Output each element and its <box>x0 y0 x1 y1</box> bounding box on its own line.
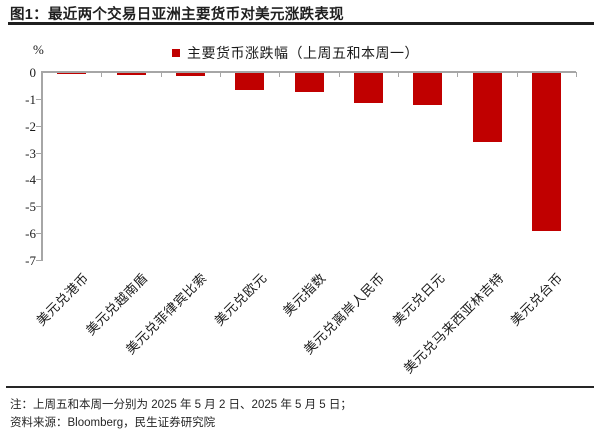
x-tickmark <box>576 72 577 77</box>
y-tick-label: -3 <box>25 145 36 161</box>
y-axis-unit-label: % <box>33 42 44 57</box>
y-tickmark <box>36 233 42 235</box>
y-tick-label: -6 <box>25 226 36 242</box>
y-tick-label: -4 <box>25 172 36 188</box>
figure-title: 图1：最近两个交易日亚洲主要货币对美元涨跌表现 <box>10 7 344 23</box>
x-tickmark <box>457 72 459 77</box>
title-underline <box>8 22 594 25</box>
bar-8 <box>531 72 561 231</box>
x-tickmark <box>338 72 340 77</box>
x-category-label: 美元兑台币 <box>507 270 567 329</box>
bar-1 <box>116 72 146 76</box>
x-category-label: 美元兑日元 <box>389 270 448 329</box>
x-tickmark <box>101 72 103 77</box>
y-tickmark <box>36 260 42 261</box>
x-tickmark <box>516 72 518 77</box>
y-tickmark <box>36 152 42 154</box>
footnote: 注：上周五和本周一分别为 2025 年 5 月 2 日、2025 年 5 月 5… <box>10 399 352 411</box>
y-tick-label: -1 <box>25 91 36 107</box>
bar-5 <box>353 72 383 104</box>
bar-0 <box>57 72 87 75</box>
bar-2 <box>175 72 205 77</box>
x-category-label: 美元兑港币 <box>33 270 92 329</box>
footer-divider <box>6 386 594 388</box>
x-tickmark <box>160 72 162 77</box>
chart-legend: 主要货币涨跌幅（上周五和本周一） <box>172 43 419 63</box>
bar-4 <box>294 72 324 93</box>
bar-6 <box>413 72 443 106</box>
y-tick-label: -2 <box>25 118 36 134</box>
legend-label: 主要货币涨跌幅（上周五和本周一） <box>187 47 419 62</box>
x-category-label: 美元兑马来西亚林吉特 <box>400 270 507 377</box>
bar-7 <box>472 72 502 142</box>
y-tickmark <box>36 98 42 100</box>
y-tick-label: -5 <box>25 199 36 215</box>
y-tickmark <box>36 179 42 181</box>
x-tickmark <box>398 72 399 77</box>
x-category-label: 美元指数 <box>279 270 329 319</box>
y-tickmark <box>36 206 42 208</box>
y-tick-label: -7 <box>25 253 36 268</box>
source-note: 资料来源：Bloomberg，民生证券研究院 <box>10 417 216 429</box>
x-axis-line <box>42 71 576 73</box>
bar-3 <box>235 72 265 90</box>
y-tickmark <box>36 125 42 127</box>
x-category-label: 美元兑欧元 <box>211 270 270 329</box>
y-axis-line <box>41 71 43 261</box>
x-tickmark <box>220 72 221 77</box>
x-tickmark <box>279 72 281 77</box>
legend-swatch-icon <box>172 49 180 57</box>
y-tick-label: 0 <box>29 65 37 80</box>
